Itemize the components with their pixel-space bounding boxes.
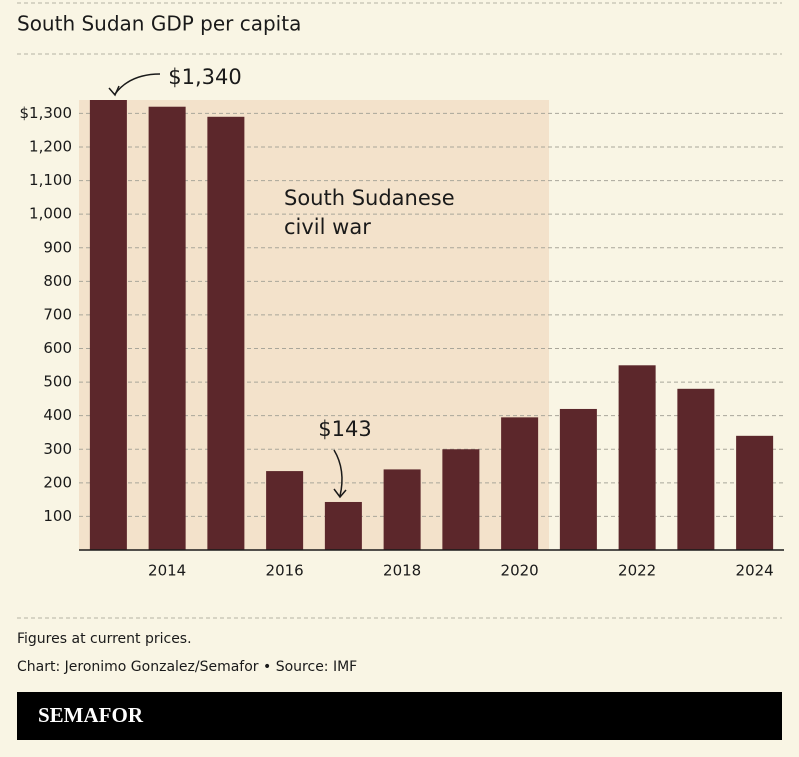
y-tick-label: 900 [43,238,72,256]
y-tick-label: 400 [43,406,72,424]
y-tick-label: 300 [43,440,72,458]
y-tick-label: 1,100 [29,171,72,189]
x-tick-label: 2020 [501,562,539,580]
y-tick-label: 1,200 [29,138,72,156]
annotation: $143 [318,417,371,441]
y-tick-label: 200 [43,473,72,491]
plot: South Sudanese civil war 100 200 300 400 500 60… [20,65,784,580]
x-tick-label: 2022 [618,562,656,580]
bar [677,388,715,550]
bar [442,449,480,550]
bar [383,469,421,550]
bar [736,435,774,550]
bar [501,417,539,550]
y-tick-label: 700 [43,305,72,323]
arrow [114,73,161,95]
y-tick-label: $1,300 [20,104,73,122]
y-tick-label: 600 [43,339,72,357]
y-tick-label: 800 [43,272,72,290]
x-tick-label: 2018 [383,562,421,580]
bar [89,100,127,550]
bar [207,116,245,550]
bar [559,408,597,550]
y-tick-label: 1,000 [29,205,72,223]
bar [148,106,186,550]
bar [266,471,304,550]
arrow-head [108,85,120,97]
arrow [333,449,343,497]
logo-bar [17,692,782,740]
annotation: $1,340 [168,65,241,89]
shaded-label: South Sudanese [284,186,455,210]
bar [324,501,362,550]
arrow-head [333,488,347,499]
footer-credit: Chart: Jeronimo Gonzalez/Semafor • Sourc… [17,659,357,675]
footer-note: Figures at current prices. [17,631,192,647]
x-tick-label: 2016 [266,562,304,580]
y-tick-label: 500 [43,373,72,391]
logo: SEMAFOR [38,703,144,727]
x-tick-label: 2014 [148,562,186,580]
chart-title: South Sudan GDP per capita [17,12,301,36]
y-tick-label: 100 [43,507,72,525]
bar [618,365,656,550]
x-tick-label: 2024 [736,562,774,580]
shaded-label: civil war [284,215,371,239]
